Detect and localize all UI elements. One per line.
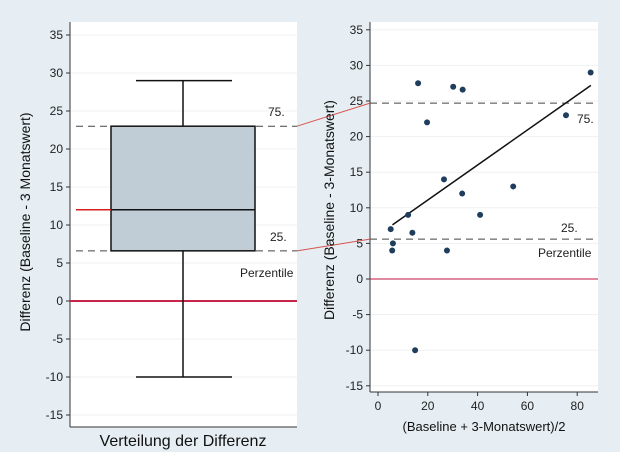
box-p75-label: 75. — [268, 105, 285, 119]
y-tick-label: -5 — [352, 308, 363, 322]
data-point — [412, 347, 419, 354]
x-tick-label: 40 — [471, 399, 485, 413]
box-percentile-label: Perzentile — [240, 266, 294, 280]
y-tick-label: 15 — [350, 165, 364, 179]
y-tick-label: 5 — [356, 236, 363, 250]
y-tick-label: -10 — [346, 343, 364, 357]
y-tick-label: 30 — [350, 58, 364, 72]
data-point — [510, 183, 517, 190]
data-point — [389, 240, 396, 247]
scatter-p75-label: 75. — [577, 112, 594, 126]
box-ylabel: Differenz (Baseline - 3 Monatswert) — [17, 112, 33, 331]
y-tick-label: 10 — [350, 201, 364, 215]
scatter-xlabel: (Baseline + 3-Monatswert)/2 — [403, 419, 566, 434]
scatter-plot-area — [370, 22, 598, 392]
data-point — [450, 83, 457, 90]
connectors — [296, 102, 371, 252]
data-point — [440, 176, 447, 183]
y-tick-label: 30 — [50, 66, 64, 80]
scatter-ylabel: Differenz (Baseline - 3-Monatswert) — [321, 100, 337, 320]
scatter-percentile-label: Perzentile — [538, 246, 592, 260]
y-tick-label: 20 — [50, 142, 64, 156]
y-tick-label: -10 — [46, 370, 64, 384]
box-xlabel: Verteilung der Differenz — [100, 433, 267, 450]
x-tick-label: 80 — [571, 399, 585, 413]
regression-line — [392, 84, 592, 226]
y-tick-label: 5 — [56, 256, 63, 270]
y-tick-label: -15 — [346, 379, 364, 393]
y-tick-label: 15 — [50, 180, 64, 194]
x-tick-label: 60 — [521, 399, 535, 413]
data-point — [424, 119, 431, 126]
y-tick-label: 25 — [50, 104, 64, 118]
data-point — [459, 86, 466, 93]
scatter-plot: -15 -10 -5 0 5 10 15 20 25 30 35 0 20 40 60 80 — [346, 22, 598, 413]
data-point — [405, 211, 412, 218]
data-point — [387, 226, 394, 233]
y-tick-label: 0 — [56, 294, 63, 308]
box-p25-label: 25. — [270, 230, 287, 244]
y-tick-label: -15 — [46, 408, 64, 422]
data-point — [389, 247, 396, 254]
data-point — [562, 112, 569, 119]
data-point — [443, 247, 450, 254]
box-plot: -15 -10 -5 0 5 10 15 20 25 30 35 — [46, 22, 297, 428]
percentile-connector — [296, 238, 371, 252]
percentile-connector — [296, 102, 371, 127]
y-tick-label: -5 — [52, 332, 63, 346]
box-iqr — [110, 125, 256, 252]
data-point — [459, 190, 466, 197]
data-point — [587, 69, 594, 76]
x-tick-label: 20 — [421, 399, 435, 413]
y-tick-label: 35 — [50, 28, 64, 42]
scatter-p25-label: 25. — [561, 221, 578, 235]
data-point — [477, 211, 484, 218]
y-tick-label: 25 — [350, 94, 364, 108]
y-tick-label: 0 — [356, 272, 363, 286]
x-tick-label: 0 — [375, 399, 382, 413]
data-point — [409, 229, 416, 236]
data-point — [415, 80, 422, 87]
y-tick-label: 35 — [350, 23, 364, 37]
y-tick-label: 10 — [50, 218, 64, 232]
y-tick-label: 20 — [350, 130, 364, 144]
